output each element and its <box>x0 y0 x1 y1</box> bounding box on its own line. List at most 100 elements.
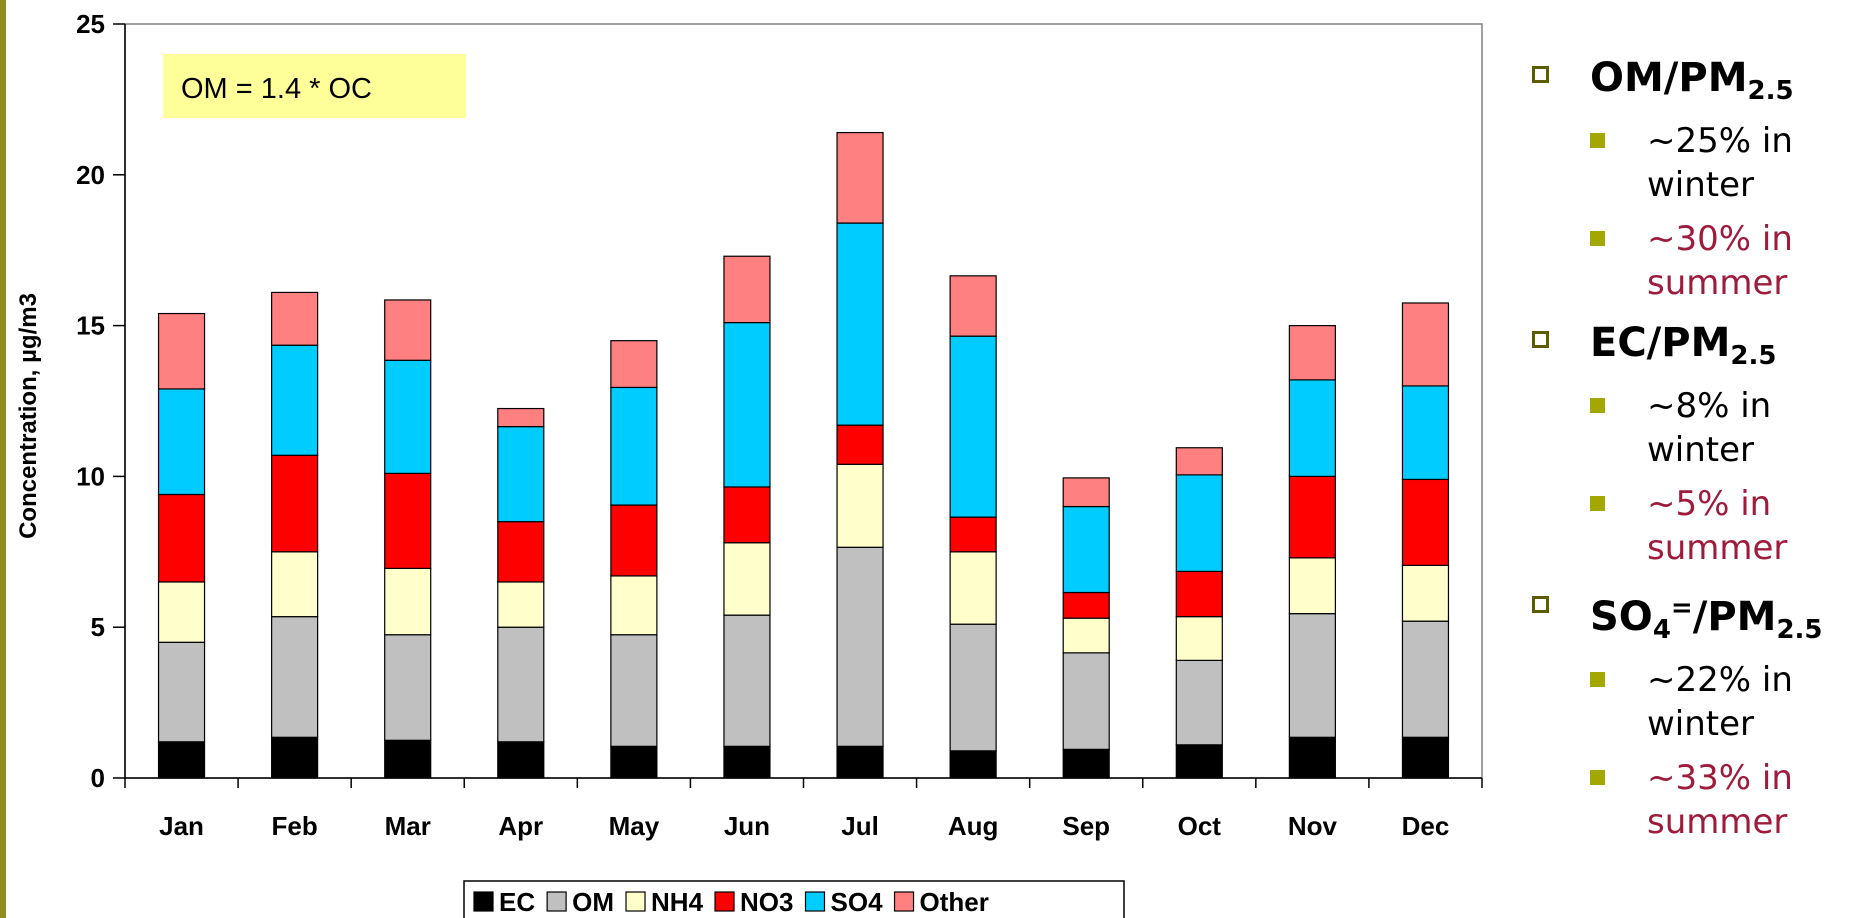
bar-om-apr <box>497 626 545 743</box>
bar-ec-dec <box>1401 736 1450 779</box>
bar-so4-mar <box>384 359 432 474</box>
bullet-heading-ec: EC/PM2.5 <box>1590 320 1777 371</box>
bar-other-aug <box>949 275 997 337</box>
bullet-group-so4: SO4=/PM2.5 ~22% in winter ~33% in summer <box>1520 580 1871 844</box>
bar-om-feb <box>271 616 319 738</box>
bar-om-oct <box>1175 659 1223 746</box>
legend-swatch-nh4 <box>625 891 646 912</box>
x-tick-label: Jan <box>159 811 204 841</box>
square-bullet-icon <box>1532 66 1549 83</box>
plot-area <box>124 23 1483 779</box>
bar-nh4-nov <box>1288 557 1336 615</box>
bar-ec-sep <box>1062 748 1110 779</box>
y-tick-label: 20 <box>76 160 105 190</box>
bar-nh4-jun <box>723 542 771 616</box>
x-tick-label: Aug <box>948 811 999 841</box>
legend-box <box>463 880 1125 918</box>
bar-nh4-aug <box>949 551 997 625</box>
bar-so4-jan <box>157 388 206 496</box>
bullet-heading-so4: SO4=/PM2.5 <box>1590 593 1823 645</box>
bar-ec-oct <box>1175 744 1223 779</box>
bullet-list: OM/PM2.5 ~25% in winter ~30% in summer E… <box>1520 50 1871 854</box>
legend-label-om: OM <box>572 887 614 917</box>
bar-other-nov <box>1288 325 1336 381</box>
bar-other-feb <box>271 291 319 346</box>
annotation-text: OM = 1.4 * OC <box>181 73 372 105</box>
bar-so4-aug <box>949 335 997 518</box>
x-tick-label: May <box>609 811 660 841</box>
legend-swatch-om <box>546 891 567 912</box>
bar-ec-jun <box>723 745 771 779</box>
bullet-heading-om: OM/PM2.5 <box>1590 55 1794 106</box>
bar-ec-may <box>610 745 658 779</box>
square-bullet-icon <box>1532 596 1549 613</box>
bar-so4-nov <box>1288 379 1336 478</box>
bar-nh4-mar <box>384 567 432 636</box>
bar-so4-jun <box>723 321 771 488</box>
bar-om-sep <box>1062 652 1110 750</box>
bar-ec-aug <box>949 750 997 779</box>
annotation-box: OM = 1.4 * OC <box>163 54 466 118</box>
bar-ec-mar <box>384 739 432 779</box>
bar-other-oct <box>1175 447 1223 476</box>
y-tick-label: 5 <box>91 612 105 642</box>
bar-other-sep <box>1062 477 1110 508</box>
legend-label-so4: SO4 <box>831 887 884 917</box>
bar-no3-dec <box>1401 478 1450 566</box>
bar-other-jan <box>157 312 206 390</box>
x-tick-label: Apr <box>498 811 543 841</box>
bullet-item-so4-winter: ~22% in winter <box>1590 658 1871 746</box>
legend-swatch-other <box>893 891 915 912</box>
bar-om-aug <box>949 623 997 752</box>
bar-other-mar <box>384 299 432 361</box>
bar-so4-oct <box>1175 474 1223 573</box>
bar-other-dec <box>1401 302 1450 387</box>
bar-om-nov <box>1288 613 1336 738</box>
legend-swatch-so4 <box>804 891 826 912</box>
legend-label-other: Other <box>920 887 989 917</box>
y-tick-label: 0 <box>91 763 105 793</box>
bar-no3-nov <box>1288 475 1336 559</box>
bullet-item-ec-summer: ~5% in summer <box>1590 482 1871 570</box>
bar-so4-jul <box>836 222 884 426</box>
y-tick-label: 10 <box>76 461 105 491</box>
bullet-item-om-summer: ~30% in summer <box>1590 217 1871 305</box>
bar-no3-sep <box>1062 591 1110 619</box>
bar-other-may <box>610 340 658 389</box>
bullet-group-om: OM/PM2.5 ~25% in winter ~30% in summer <box>1520 50 1871 305</box>
bar-om-jun <box>723 614 771 747</box>
filled-square-bullet-icon <box>1590 770 1605 785</box>
x-tick-label: Jun <box>724 811 770 841</box>
bar-nh4-jul <box>836 463 884 548</box>
bar-ec-nov <box>1288 736 1336 779</box>
legend: EC OM NH4 NO3 SO4 Other <box>463 880 1125 918</box>
y-tick-label: 15 <box>76 311 105 341</box>
bar-no3-jan <box>157 493 206 583</box>
bar-om-mar <box>384 634 432 741</box>
bar-nh4-jan <box>157 581 206 643</box>
bar-so4-may <box>610 386 658 506</box>
bars <box>157 131 1450 779</box>
bar-other-jul <box>836 131 884 224</box>
filled-square-bullet-icon <box>1590 496 1605 511</box>
bar-no3-jun <box>723 486 771 544</box>
bar-no3-feb <box>271 454 319 553</box>
bar-nh4-feb <box>271 551 319 618</box>
bar-no3-aug <box>949 516 997 553</box>
bar-om-dec <box>1401 620 1450 738</box>
bar-no3-may <box>610 504 658 577</box>
x-tick-label: Feb <box>272 811 318 841</box>
legend-swatch-no3 <box>714 891 735 912</box>
x-tick-label: Nov <box>1288 811 1338 841</box>
bar-nh4-dec <box>1401 564 1450 622</box>
bar-no3-mar <box>384 472 432 569</box>
legend-swatch-ec <box>473 891 494 912</box>
bar-nh4-oct <box>1175 616 1223 661</box>
bullet-group-ec: EC/PM2.5 ~8% in winter ~5% in summer <box>1520 315 1871 570</box>
bar-so4-dec <box>1401 385 1450 481</box>
bar-no3-oct <box>1175 570 1223 618</box>
bar-nh4-sep <box>1062 617 1110 654</box>
filled-square-bullet-icon <box>1590 231 1605 246</box>
bar-ec-jul <box>836 745 884 779</box>
bullet-item-om-winter: ~25% in winter <box>1590 119 1871 207</box>
